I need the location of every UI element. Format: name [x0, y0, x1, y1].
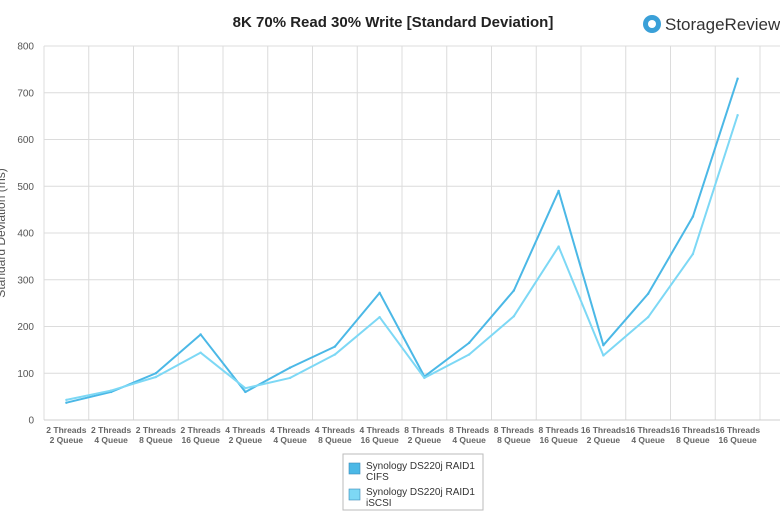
series-1-point — [65, 401, 68, 404]
x-tick-label: 4 Threads 2 Queue — [225, 425, 265, 445]
series-2-point — [736, 113, 739, 117]
legend-label-2: Synology DS220j RAID1 — [366, 487, 475, 498]
series-1-point — [602, 344, 605, 347]
y-axis-label: Standard Deviation (ms) — [0, 168, 8, 297]
series-2-point — [691, 252, 695, 256]
x-tick-label: 2 Threads 4 Queue — [91, 425, 131, 445]
y-tick-label: 300 — [17, 275, 34, 286]
y-tick-label: 500 — [17, 182, 34, 193]
y-tick-label: 100 — [17, 369, 34, 380]
series-1-point — [288, 366, 292, 369]
series-2-point — [557, 245, 560, 248]
y-tick-label: 0 — [28, 416, 34, 427]
x-tick-label: 16 Threads 2 Queue — [581, 425, 626, 445]
brand-logo: StorageReview — [643, 15, 780, 34]
x-tick-label: 8 Threads 2 Queue — [404, 425, 444, 445]
x-tick-label: 8 Threads 8 Queue — [494, 425, 534, 445]
series-2-point — [646, 315, 650, 319]
legend-label-2: iSCSI — [366, 498, 392, 509]
x-tick-label: 4 Threads 8 Queue — [315, 425, 355, 445]
series-1-point — [467, 341, 471, 345]
series-1-point — [333, 345, 337, 348]
series-2-point — [423, 376, 426, 380]
legend-label-1: CIFS — [366, 472, 389, 483]
y-tick-label: 200 — [17, 322, 34, 333]
series-2-point — [333, 353, 337, 356]
y-axis-ticks: 0 100 200 300 400 500 600 700 800 — [17, 42, 34, 427]
series-2-point — [199, 351, 202, 354]
series-2-point — [109, 389, 113, 392]
series-2-point — [244, 387, 247, 390]
x-tick-label: 16 Threads 16 Queue — [715, 425, 760, 445]
y-tick-label: 800 — [17, 42, 34, 53]
series-line-1 — [66, 78, 739, 404]
x-tick-label: 2 Threads 8 Queue — [136, 425, 176, 445]
series-1-point — [736, 77, 739, 80]
chart-title: 8K 70% Read 30% Write [Standard Deviatio… — [233, 14, 554, 31]
series-2-point — [288, 376, 292, 380]
y-tick-label: 400 — [17, 229, 34, 240]
x-tick-label: 16 Threads 8 Queue — [670, 425, 715, 445]
series-2-point — [602, 354, 605, 357]
series-1-point — [154, 372, 158, 375]
legend-swatch-2 — [348, 488, 361, 501]
storagereview-logo-icon — [643, 15, 661, 33]
series-1-point — [512, 289, 516, 292]
series-lines — [65, 77, 739, 404]
legend-label-1: Synology DS220j RAID1 — [366, 461, 475, 472]
x-tick-label: 2 Threads 2 Queue — [46, 425, 86, 445]
series-1-point — [199, 333, 202, 336]
x-tick-label: 2 Threads 16 Queue — [181, 425, 221, 445]
series-line-2 — [66, 114, 739, 401]
x-tick-label: 16 Threads 4 Queue — [626, 425, 671, 445]
x-tick-label: 8 Threads 16 Queue — [539, 425, 579, 445]
y-tick-label: 600 — [17, 135, 34, 146]
series-2-point — [378, 315, 381, 319]
x-tick-label: 8 Threads 4 Queue — [449, 425, 489, 445]
brand-name: StorageReview — [665, 15, 780, 34]
series-1-point — [378, 291, 381, 295]
series-1-point — [557, 189, 560, 193]
series-2-point — [467, 353, 471, 356]
series-1-point — [646, 292, 650, 295]
y-tick-label: 700 — [17, 88, 34, 99]
series-2-point — [65, 398, 68, 402]
series-2-point — [154, 375, 158, 379]
legend-swatch-1 — [348, 462, 361, 475]
grid — [43, 45, 780, 421]
x-tick-label: 4 Threads 16 Queue — [360, 425, 400, 445]
series-1-point — [691, 215, 695, 218]
x-tick-label: 4 Threads 4 Queue — [270, 425, 310, 445]
series-2-point — [512, 315, 516, 318]
series-1-point — [244, 390, 247, 394]
